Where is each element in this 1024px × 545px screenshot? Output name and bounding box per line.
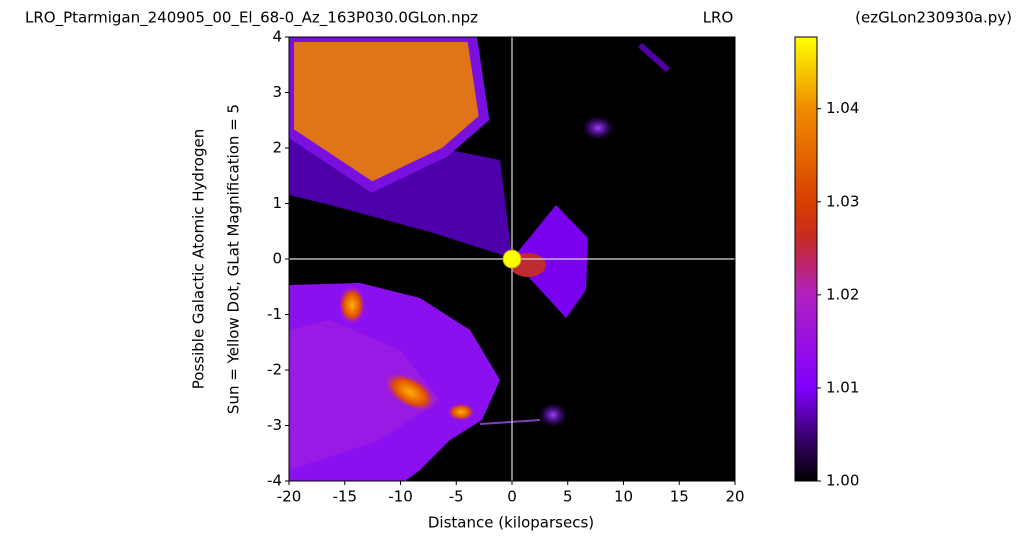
- heat-blob: [382, 371, 438, 413]
- colorbar-tick-label: 1.04: [826, 99, 859, 117]
- heat-blob: [539, 403, 567, 427]
- heat-streak: [638, 42, 670, 73]
- x-axis-label: Distance (kiloparsecs): [428, 514, 594, 532]
- sun-marker: [502, 249, 522, 269]
- heat-blob: [338, 285, 366, 325]
- heat-region: [289, 135, 512, 258]
- colorbar-tick-label: 1.02: [826, 285, 859, 303]
- y-tick-label: -2: [267, 361, 282, 379]
- x-tick-label: -20: [277, 488, 302, 506]
- y-tick-label: 2: [272, 139, 282, 157]
- colorbar-tick-label: 1.03: [826, 192, 859, 210]
- colorbar: [794, 36, 818, 482]
- y-tick-label: 4: [272, 28, 282, 46]
- heat-blob: [582, 116, 614, 140]
- x-tick-label: 0: [507, 488, 517, 506]
- script-note: (ezGLon230930a.py): [855, 9, 1012, 27]
- x-tick-label: 5: [563, 488, 573, 506]
- x-tick-label: 15: [670, 488, 689, 506]
- y-axis-label: Sun = Yellow Dot, GLat Magnification = 5: [225, 104, 243, 414]
- colorbar-tick-label: 1.00: [826, 472, 859, 490]
- x-tick-label: 10: [614, 488, 633, 506]
- heat-region: [512, 205, 588, 318]
- y-tick-label: 3: [272, 83, 282, 101]
- colorbar-tick-label: 1.01: [826, 378, 859, 396]
- y-tick-label: -3: [267, 416, 282, 434]
- heat-streak: [479, 419, 541, 425]
- x-tick-label: -15: [333, 488, 358, 506]
- y-tick-label: 1: [272, 194, 282, 212]
- x-tick-label: -5: [449, 488, 464, 506]
- y-tick-label: -1: [267, 305, 282, 323]
- heat-region: [289, 320, 440, 470]
- y-tick-label: -4: [267, 472, 282, 490]
- heat-blob: [447, 403, 475, 421]
- y-tick-label: 0: [272, 250, 282, 268]
- chart-subtitle: LRO: [703, 9, 734, 27]
- x-tick-label: -10: [388, 488, 413, 506]
- x-tick-label: 20: [725, 488, 744, 506]
- heat-region: [289, 37, 490, 193]
- y-axis-label: Possible Galactic Atomic Hydrogen: [190, 129, 208, 389]
- chart-title: LRO_Ptarmigan_240905_00_El_68-0_Az_163P0…: [25, 9, 478, 28]
